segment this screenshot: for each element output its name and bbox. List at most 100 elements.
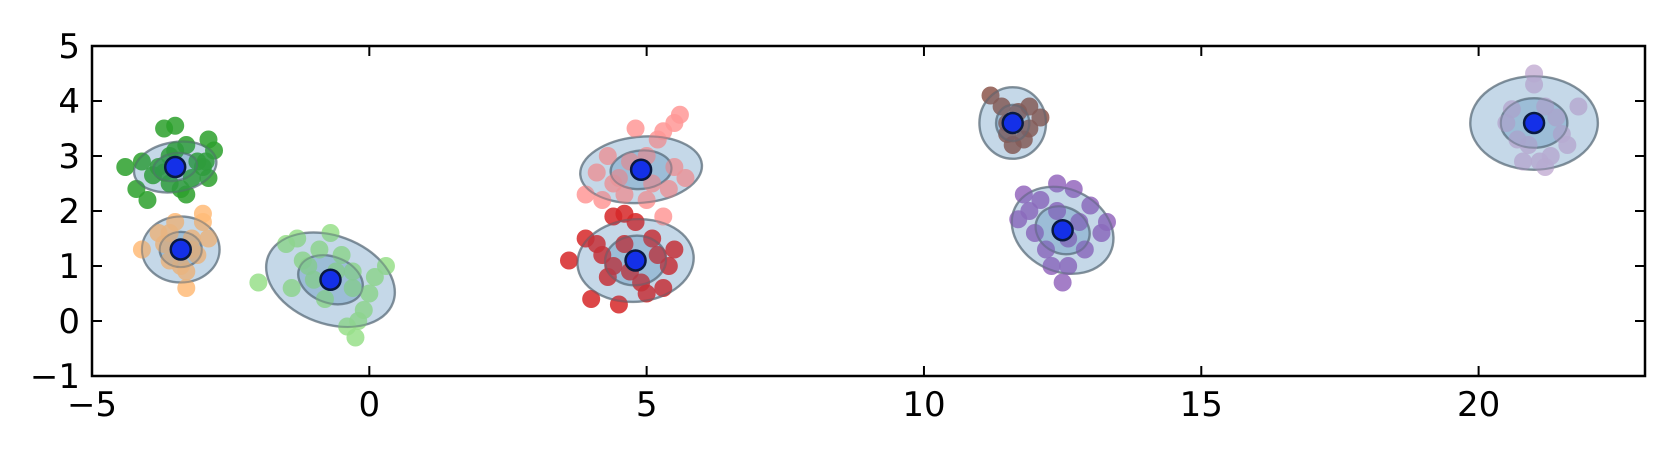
- data-point: [626, 213, 645, 231]
- data-point: [282, 279, 301, 297]
- data-point: [576, 185, 595, 204]
- y-tick-label: 1: [58, 247, 80, 287]
- data-point: [249, 273, 268, 292]
- data-point: [365, 268, 384, 286]
- data-point: [138, 191, 157, 209]
- plot-area: [116, 64, 1600, 347]
- data-point: [676, 169, 695, 187]
- data-point: [1064, 180, 1083, 198]
- data-point: [582, 290, 601, 308]
- data-point: [615, 185, 634, 204]
- data-point: [193, 204, 212, 223]
- data-point: [643, 174, 662, 193]
- data-point: [346, 328, 365, 347]
- data-point: [1020, 202, 1039, 220]
- data-point: [116, 158, 135, 176]
- data-point: [659, 180, 678, 198]
- data-point: [1042, 257, 1061, 275]
- data-point: [310, 240, 329, 259]
- data-point: [1031, 108, 1050, 127]
- data-point: [670, 105, 689, 124]
- data-point: [1020, 119, 1039, 138]
- data-point: [1525, 75, 1544, 94]
- data-point: [343, 279, 362, 297]
- data-point: [1547, 108, 1566, 127]
- data-point: [654, 207, 673, 226]
- cluster-center: [319, 268, 342, 291]
- data-point: [1497, 114, 1516, 132]
- data-point: [1536, 158, 1555, 176]
- data-point: [1048, 202, 1067, 220]
- x-tick-label: 5: [636, 385, 658, 425]
- x-tick-label: 15: [1180, 385, 1223, 425]
- data-point: [332, 246, 351, 264]
- data-point: [615, 235, 634, 253]
- data-point: [171, 180, 190, 198]
- data-point: [343, 262, 362, 281]
- y-tick-label: 4: [58, 82, 80, 122]
- data-point: [132, 240, 151, 259]
- cluster-center: [624, 249, 647, 272]
- data-point: [1536, 97, 1555, 116]
- data-point: [1059, 257, 1078, 275]
- data-point: [160, 224, 179, 242]
- data-point: [1031, 191, 1050, 209]
- cluster-center: [1522, 111, 1546, 135]
- data-point: [199, 229, 218, 248]
- y-tick-label: 0: [58, 302, 80, 342]
- cluster-center: [1001, 111, 1024, 135]
- data-point: [177, 279, 196, 297]
- data-point: [587, 163, 606, 182]
- data-point: [1048, 174, 1067, 193]
- data-point: [632, 273, 651, 292]
- data-point: [659, 257, 678, 275]
- data-point: [1558, 136, 1577, 154]
- data-point: [182, 169, 201, 187]
- y-tick-label: 3: [58, 137, 80, 177]
- data-point: [360, 284, 379, 303]
- x-tick-label: 10: [902, 385, 945, 425]
- data-point: [559, 251, 578, 270]
- data-point: [1081, 196, 1100, 215]
- data-point: [637, 191, 656, 209]
- y-tick-label: 2: [58, 192, 80, 232]
- data-point: [604, 257, 623, 275]
- data-point: [609, 295, 628, 314]
- data-point: [1075, 240, 1094, 259]
- y-tick-label: −1: [30, 357, 80, 397]
- data-point: [593, 191, 612, 209]
- data-point: [166, 116, 185, 135]
- data-point: [665, 240, 684, 259]
- tick-labels: −5 0 5 10 15 20 −1 0 1 2 3 4 5: [30, 27, 1645, 425]
- x-tick-label: −5: [67, 385, 117, 425]
- data-point: [1053, 273, 1072, 292]
- data-point: [196, 152, 215, 171]
- data-point: [665, 158, 684, 176]
- cluster-center: [629, 158, 653, 181]
- data-point: [1025, 224, 1044, 242]
- data-point: [171, 257, 190, 275]
- data-point: [315, 290, 334, 308]
- x-tick-label: 0: [359, 385, 381, 425]
- data-point: [293, 251, 312, 270]
- data-point: [1097, 213, 1116, 231]
- data-point: [981, 86, 1000, 105]
- data-point: [1513, 152, 1532, 171]
- data-point: [376, 257, 395, 275]
- data-point: [354, 301, 373, 319]
- data-point: [1502, 100, 1521, 119]
- data-point: [132, 152, 151, 171]
- data-point: [1014, 185, 1033, 204]
- data-point: [1070, 213, 1089, 231]
- data-point: [643, 229, 662, 248]
- data-point: [127, 180, 146, 198]
- data-point: [587, 235, 606, 253]
- y-tick-label: 5: [58, 27, 80, 67]
- data-point: [1519, 136, 1538, 154]
- cluster-center: [1051, 219, 1074, 242]
- data-point: [992, 97, 1011, 116]
- data-point: [654, 279, 673, 297]
- data-point: [288, 229, 307, 248]
- data-point: [304, 270, 323, 289]
